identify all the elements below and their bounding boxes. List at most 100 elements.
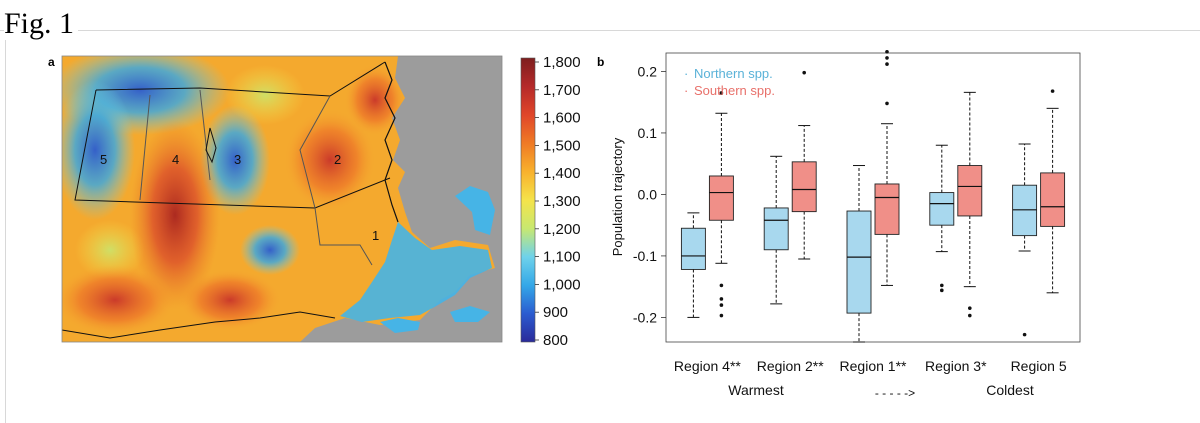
- map-region-label: 4: [172, 152, 179, 167]
- outlier-point: [719, 303, 724, 307]
- colorbar: [520, 57, 536, 343]
- map-region-border: [299, 95, 373, 266]
- y-axis-label: Population trajectory: [610, 137, 625, 256]
- box-southern: [1040, 89, 1066, 294]
- map-hot-zone: [180, 270, 280, 330]
- y-tick-label: -0.1: [633, 248, 657, 264]
- colorbar-tick-label: 900: [543, 304, 568, 321]
- box-iqr: [680, 227, 706, 270]
- x-annotation-arrow: - - - - ->: [875, 386, 915, 400]
- outlier-point: [719, 297, 724, 301]
- x-tick-label: Region 1**: [840, 358, 907, 374]
- colorbar-ticks: 1,800 1,700 1,600 1,500 1,400 1,300 1,200 1,100…: [535, 54, 581, 349]
- box-iqr: [708, 175, 734, 221]
- x-tick-label: Region 2**: [757, 358, 824, 374]
- colorbar-tick-label: 1,100: [543, 249, 581, 266]
- map-region-border: [139, 94, 151, 201]
- map-coastline: [62, 311, 336, 339]
- box-northern: [680, 212, 706, 318]
- map-cool-zone: [62, 80, 135, 220]
- outlier-point: [719, 313, 724, 318]
- outlier-point: [885, 49, 889, 54]
- box-southern: [874, 49, 900, 286]
- outlier-point: [802, 70, 806, 75]
- box-iqr: [763, 207, 789, 251]
- colorbar-tick-label: 1,300: [543, 193, 581, 210]
- map-island: [380, 318, 420, 333]
- x-tick-label: Region 3*: [925, 358, 987, 374]
- x-annotation-coldest: Coldest: [986, 382, 1034, 398]
- y-tick-label: 0.0: [638, 186, 658, 202]
- panel-b-label: b: [597, 55, 604, 69]
- outlier-point: [719, 91, 724, 95]
- map-region-label: 2: [334, 152, 341, 167]
- box-northern: [929, 144, 955, 293]
- box-iqr: [846, 210, 872, 314]
- box-iqr: [1012, 184, 1038, 237]
- colorbar-tick-label: 1,000: [543, 276, 581, 293]
- map-mild-zone: [75, 220, 145, 280]
- box-northern: [846, 165, 872, 343]
- plot-area: [665, 52, 1081, 343]
- box-southern: [791, 70, 817, 260]
- x-tick-label: Region 4**: [674, 358, 741, 374]
- map-cool-zone: [240, 225, 300, 275]
- map-region-border: [199, 89, 211, 181]
- map-region-label: 1: [372, 228, 379, 243]
- map-frame: [61, 55, 503, 343]
- map-cape: [455, 186, 495, 235]
- box-iqr: [874, 183, 900, 235]
- map-region-label: 5: [100, 152, 107, 167]
- outlier-point: [885, 56, 889, 60]
- heatmap-map: [62, 56, 502, 342]
- x-ticks: Region 4** Region 2** Region 1** Region 3* R…: [674, 358, 1067, 374]
- map-lake: [205, 127, 217, 164]
- panel-b: b Population trajectory 0.2 0.1 0.0 -0.1 -0.…: [597, 49, 1081, 400]
- outlier-point: [940, 288, 944, 293]
- legend-marker-northern: ·: [684, 66, 688, 81]
- map-coast-band: [340, 222, 492, 322]
- box-iqr: [791, 161, 817, 213]
- panel-a-label: a: [48, 55, 55, 69]
- colorbar-tick-label: 1,500: [543, 137, 581, 154]
- colorbar-tick-label: 1,600: [543, 110, 581, 127]
- boxplot-marks: [680, 49, 1066, 343]
- outlier-point: [885, 62, 889, 66]
- legend-label-southern: Southern spp.: [694, 83, 775, 98]
- outlier-point: [1022, 332, 1027, 337]
- box-northern: [1012, 143, 1038, 337]
- map-mild-zone: [225, 65, 305, 125]
- figure-frame-top: [0, 30, 1200, 31]
- box-iqr: [957, 165, 983, 217]
- colorbar-tick-label: 800: [543, 332, 568, 349]
- x-tick-label: Region 5: [1011, 358, 1067, 374]
- map-border: [95, 61, 386, 97]
- box-iqr: [929, 192, 955, 226]
- colorbar-tick-label: 1,800: [543, 54, 581, 71]
- figure-frame-left: [5, 30, 6, 423]
- y-ticks: 0.2 0.1 0.0 -0.1 -0.2: [633, 63, 666, 325]
- box-iqr: [1040, 172, 1066, 227]
- outlier-point: [1050, 89, 1055, 93]
- figure-title: Fig. 1: [4, 8, 79, 40]
- y-tick-label: 0.1: [638, 125, 658, 141]
- outlier-point: [940, 283, 944, 288]
- y-tick-label: -0.2: [633, 309, 657, 325]
- map-hot-zone: [62, 265, 175, 335]
- outlier-point: [968, 313, 972, 318]
- outlier-point: [968, 306, 972, 310]
- panel-a: a: [48, 54, 581, 349]
- map-ocean: [300, 56, 502, 342]
- map-island: [450, 306, 490, 322]
- box-northern: [763, 155, 789, 305]
- legend-label-northern: Northern spp.: [694, 66, 773, 81]
- colorbar-tick-label: 1,200: [543, 221, 581, 238]
- box-southern: [957, 91, 983, 318]
- map-coastline: [384, 61, 399, 223]
- colorbar-tick-label: 1,700: [543, 82, 581, 99]
- map-hot-zone: [345, 65, 405, 135]
- x-annotation-warmest: Warmest: [728, 382, 784, 398]
- map-hot-zone: [285, 110, 375, 210]
- legend: · Northern spp. · Southern spp.: [684, 66, 775, 98]
